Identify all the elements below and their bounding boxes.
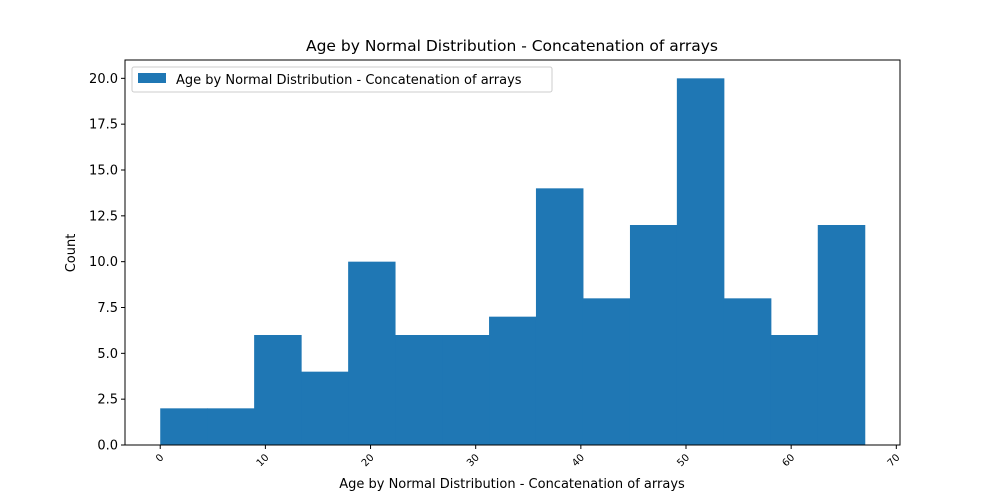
y-axis: 0.0 2.5 5.0 7.5 10.0 12.5 15.0 17.5 20.0	[89, 72, 125, 454]
histogram-bar	[160, 408, 208, 445]
y-tick-label: 17.5	[89, 118, 118, 133]
x-tick-label: 60	[781, 452, 798, 469]
chart-title: Age by Normal Distribution - Concatenati…	[306, 37, 718, 55]
legend: Age by Normal Distribution - Concatenati…	[131, 66, 553, 93]
histogram-bar	[723, 298, 772, 445]
histogram-bar	[582, 298, 631, 445]
x-tick-label: 40	[570, 452, 587, 469]
y-tick-label: 2.5	[97, 393, 118, 408]
x-tick-label: 0	[154, 452, 166, 464]
x-tick-label: 70	[886, 452, 903, 469]
x-axis-label: Age by Normal Distribution - Concatenati…	[339, 477, 685, 492]
histogram-bar	[207, 408, 255, 445]
histogram-bar	[817, 225, 866, 445]
histogram-bar	[629, 225, 678, 445]
x-tick-label: 10	[255, 452, 272, 469]
histogram-bar	[535, 188, 584, 446]
histogram-bar	[301, 371, 349, 445]
x-tick-label: 20	[360, 452, 377, 469]
y-tick-label: 0.0	[97, 439, 118, 454]
x-tick-label: 30	[465, 452, 482, 469]
legend-label: Age by Normal Distribution - Concatenati…	[176, 73, 522, 88]
y-tick-label: 5.0	[97, 347, 118, 362]
x-axis: 0 10 20 30 40 50 60 70	[154, 445, 902, 469]
histogram-bar	[770, 335, 819, 445]
histogram-bar	[489, 316, 537, 445]
y-tick-label: 15.0	[89, 164, 118, 179]
histogram-bar	[395, 335, 443, 445]
histogram-bar	[676, 78, 725, 445]
histogram-bar	[348, 261, 396, 445]
y-tick-label: 20.0	[89, 72, 118, 87]
plot-frame	[124, 59, 901, 446]
y-tick-label: 10.0	[89, 255, 118, 270]
histogram-bar	[254, 335, 302, 445]
bars-group	[160, 78, 866, 446]
x-tick-label: 50	[675, 452, 692, 469]
legend-swatch	[138, 73, 166, 83]
legend-box	[131, 66, 553, 93]
y-tick-label: 7.5	[97, 301, 118, 316]
histogram-bar	[442, 335, 490, 445]
y-tick-label: 12.5	[89, 209, 118, 224]
y-axis-label: Count	[64, 234, 79, 273]
